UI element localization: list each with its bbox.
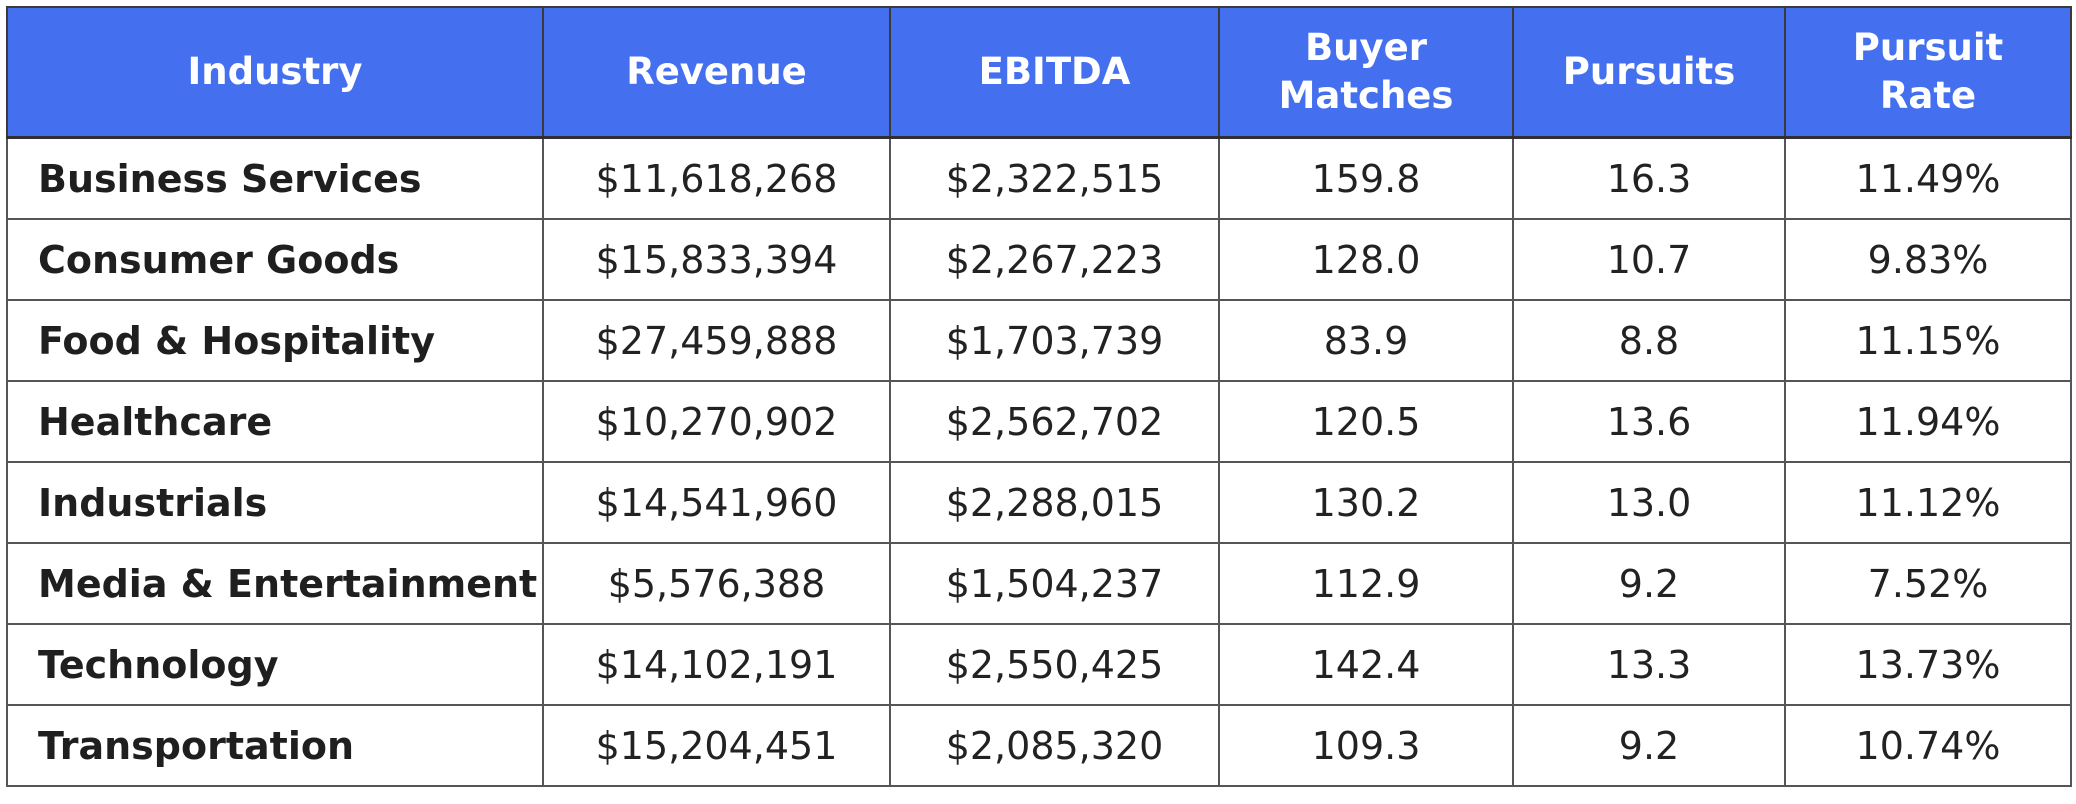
cell-pursuit-rate: 7.52% bbox=[1784, 542, 2072, 625]
table-row: Consumer Goods $15,833,394 $2,267,223 12… bbox=[6, 218, 2072, 301]
cell-buyer-matches: 128.0 bbox=[1218, 218, 1514, 301]
cell-pursuits: 13.0 bbox=[1512, 461, 1786, 544]
industry-table-container: Industry Revenue EBITDA Buyer Matches Pur… bbox=[6, 6, 2072, 787]
table-row: Technology $14,102,191 $2,550,425 142.4 … bbox=[6, 623, 2072, 706]
cell-pursuits: 13.3 bbox=[1512, 623, 1786, 706]
header-ebitda: EBITDA bbox=[889, 6, 1220, 139]
cell-pursuit-rate: 13.73% bbox=[1784, 623, 2072, 706]
cell-buyer-matches: 83.9 bbox=[1218, 299, 1514, 382]
cell-revenue: $14,102,191 bbox=[542, 623, 891, 706]
cell-revenue: $27,459,888 bbox=[542, 299, 891, 382]
industry-metrics-table: Industry Revenue EBITDA Buyer Matches Pur… bbox=[6, 6, 2072, 787]
cell-pursuit-rate: 10.74% bbox=[1784, 704, 2072, 787]
cell-revenue: $5,576,388 bbox=[542, 542, 891, 625]
cell-buyer-matches: 142.4 bbox=[1218, 623, 1514, 706]
cell-industry: Transportation bbox=[6, 704, 544, 787]
cell-revenue: $10,270,902 bbox=[542, 380, 891, 463]
cell-industry: Consumer Goods bbox=[6, 218, 544, 301]
header-buyer-matches: Buyer Matches bbox=[1218, 6, 1514, 139]
table-body: Business Services $11,618,268 $2,322,515… bbox=[6, 136, 2072, 787]
table-row: Business Services $11,618,268 $2,322,515… bbox=[6, 136, 2072, 220]
cell-ebitda: $1,703,739 bbox=[889, 299, 1220, 382]
table-row: Industrials $14,541,960 $2,288,015 130.2… bbox=[6, 461, 2072, 544]
cell-pursuit-rate: 11.15% bbox=[1784, 299, 2072, 382]
cell-pursuits: 8.8 bbox=[1512, 299, 1786, 382]
cell-revenue: $15,204,451 bbox=[542, 704, 891, 787]
header-pursuits: Pursuits bbox=[1512, 6, 1786, 139]
cell-ebitda: $2,550,425 bbox=[889, 623, 1220, 706]
header-pursuit-rate: Pursuit Rate bbox=[1784, 6, 2072, 139]
cell-industry: Media & Entertainment bbox=[6, 542, 544, 625]
cell-buyer-matches: 159.8 bbox=[1218, 136, 1514, 220]
table-header: Industry Revenue EBITDA Buyer Matches Pur… bbox=[6, 6, 2072, 139]
cell-revenue: $15,833,394 bbox=[542, 218, 891, 301]
header-industry: Industry bbox=[6, 6, 544, 139]
cell-ebitda: $2,562,702 bbox=[889, 380, 1220, 463]
table-row: Healthcare $10,270,902 $2,562,702 120.5 … bbox=[6, 380, 2072, 463]
cell-industry: Industrials bbox=[6, 461, 544, 544]
cell-pursuit-rate: 11.94% bbox=[1784, 380, 2072, 463]
cell-ebitda: $2,085,320 bbox=[889, 704, 1220, 787]
cell-pursuit-rate: 11.12% bbox=[1784, 461, 2072, 544]
cell-buyer-matches: 130.2 bbox=[1218, 461, 1514, 544]
cell-ebitda: $2,322,515 bbox=[889, 136, 1220, 220]
cell-pursuits: 9.2 bbox=[1512, 542, 1786, 625]
cell-buyer-matches: 120.5 bbox=[1218, 380, 1514, 463]
cell-revenue: $14,541,960 bbox=[542, 461, 891, 544]
cell-pursuits: 16.3 bbox=[1512, 136, 1786, 220]
table-row: Media & Entertainment $5,576,388 $1,504,… bbox=[6, 542, 2072, 625]
cell-industry: Healthcare bbox=[6, 380, 544, 463]
cell-buyer-matches: 112.9 bbox=[1218, 542, 1514, 625]
cell-pursuits: 9.2 bbox=[1512, 704, 1786, 787]
cell-revenue: $11,618,268 bbox=[542, 136, 891, 220]
cell-industry: Technology bbox=[6, 623, 544, 706]
header-row: Industry Revenue EBITDA Buyer Matches Pur… bbox=[6, 6, 2072, 139]
cell-pursuits: 13.6 bbox=[1512, 380, 1786, 463]
cell-ebitda: $2,267,223 bbox=[889, 218, 1220, 301]
cell-industry: Food & Hospitality bbox=[6, 299, 544, 382]
cell-ebitda: $2,288,015 bbox=[889, 461, 1220, 544]
cell-industry: Business Services bbox=[6, 136, 544, 220]
header-revenue: Revenue bbox=[542, 6, 891, 139]
cell-ebitda: $1,504,237 bbox=[889, 542, 1220, 625]
cell-buyer-matches: 109.3 bbox=[1218, 704, 1514, 787]
cell-pursuits: 10.7 bbox=[1512, 218, 1786, 301]
cell-pursuit-rate: 11.49% bbox=[1784, 136, 2072, 220]
table-row: Transportation $15,204,451 $2,085,320 10… bbox=[6, 704, 2072, 787]
cell-pursuit-rate: 9.83% bbox=[1784, 218, 2072, 301]
table-row: Food & Hospitality $27,459,888 $1,703,73… bbox=[6, 299, 2072, 382]
